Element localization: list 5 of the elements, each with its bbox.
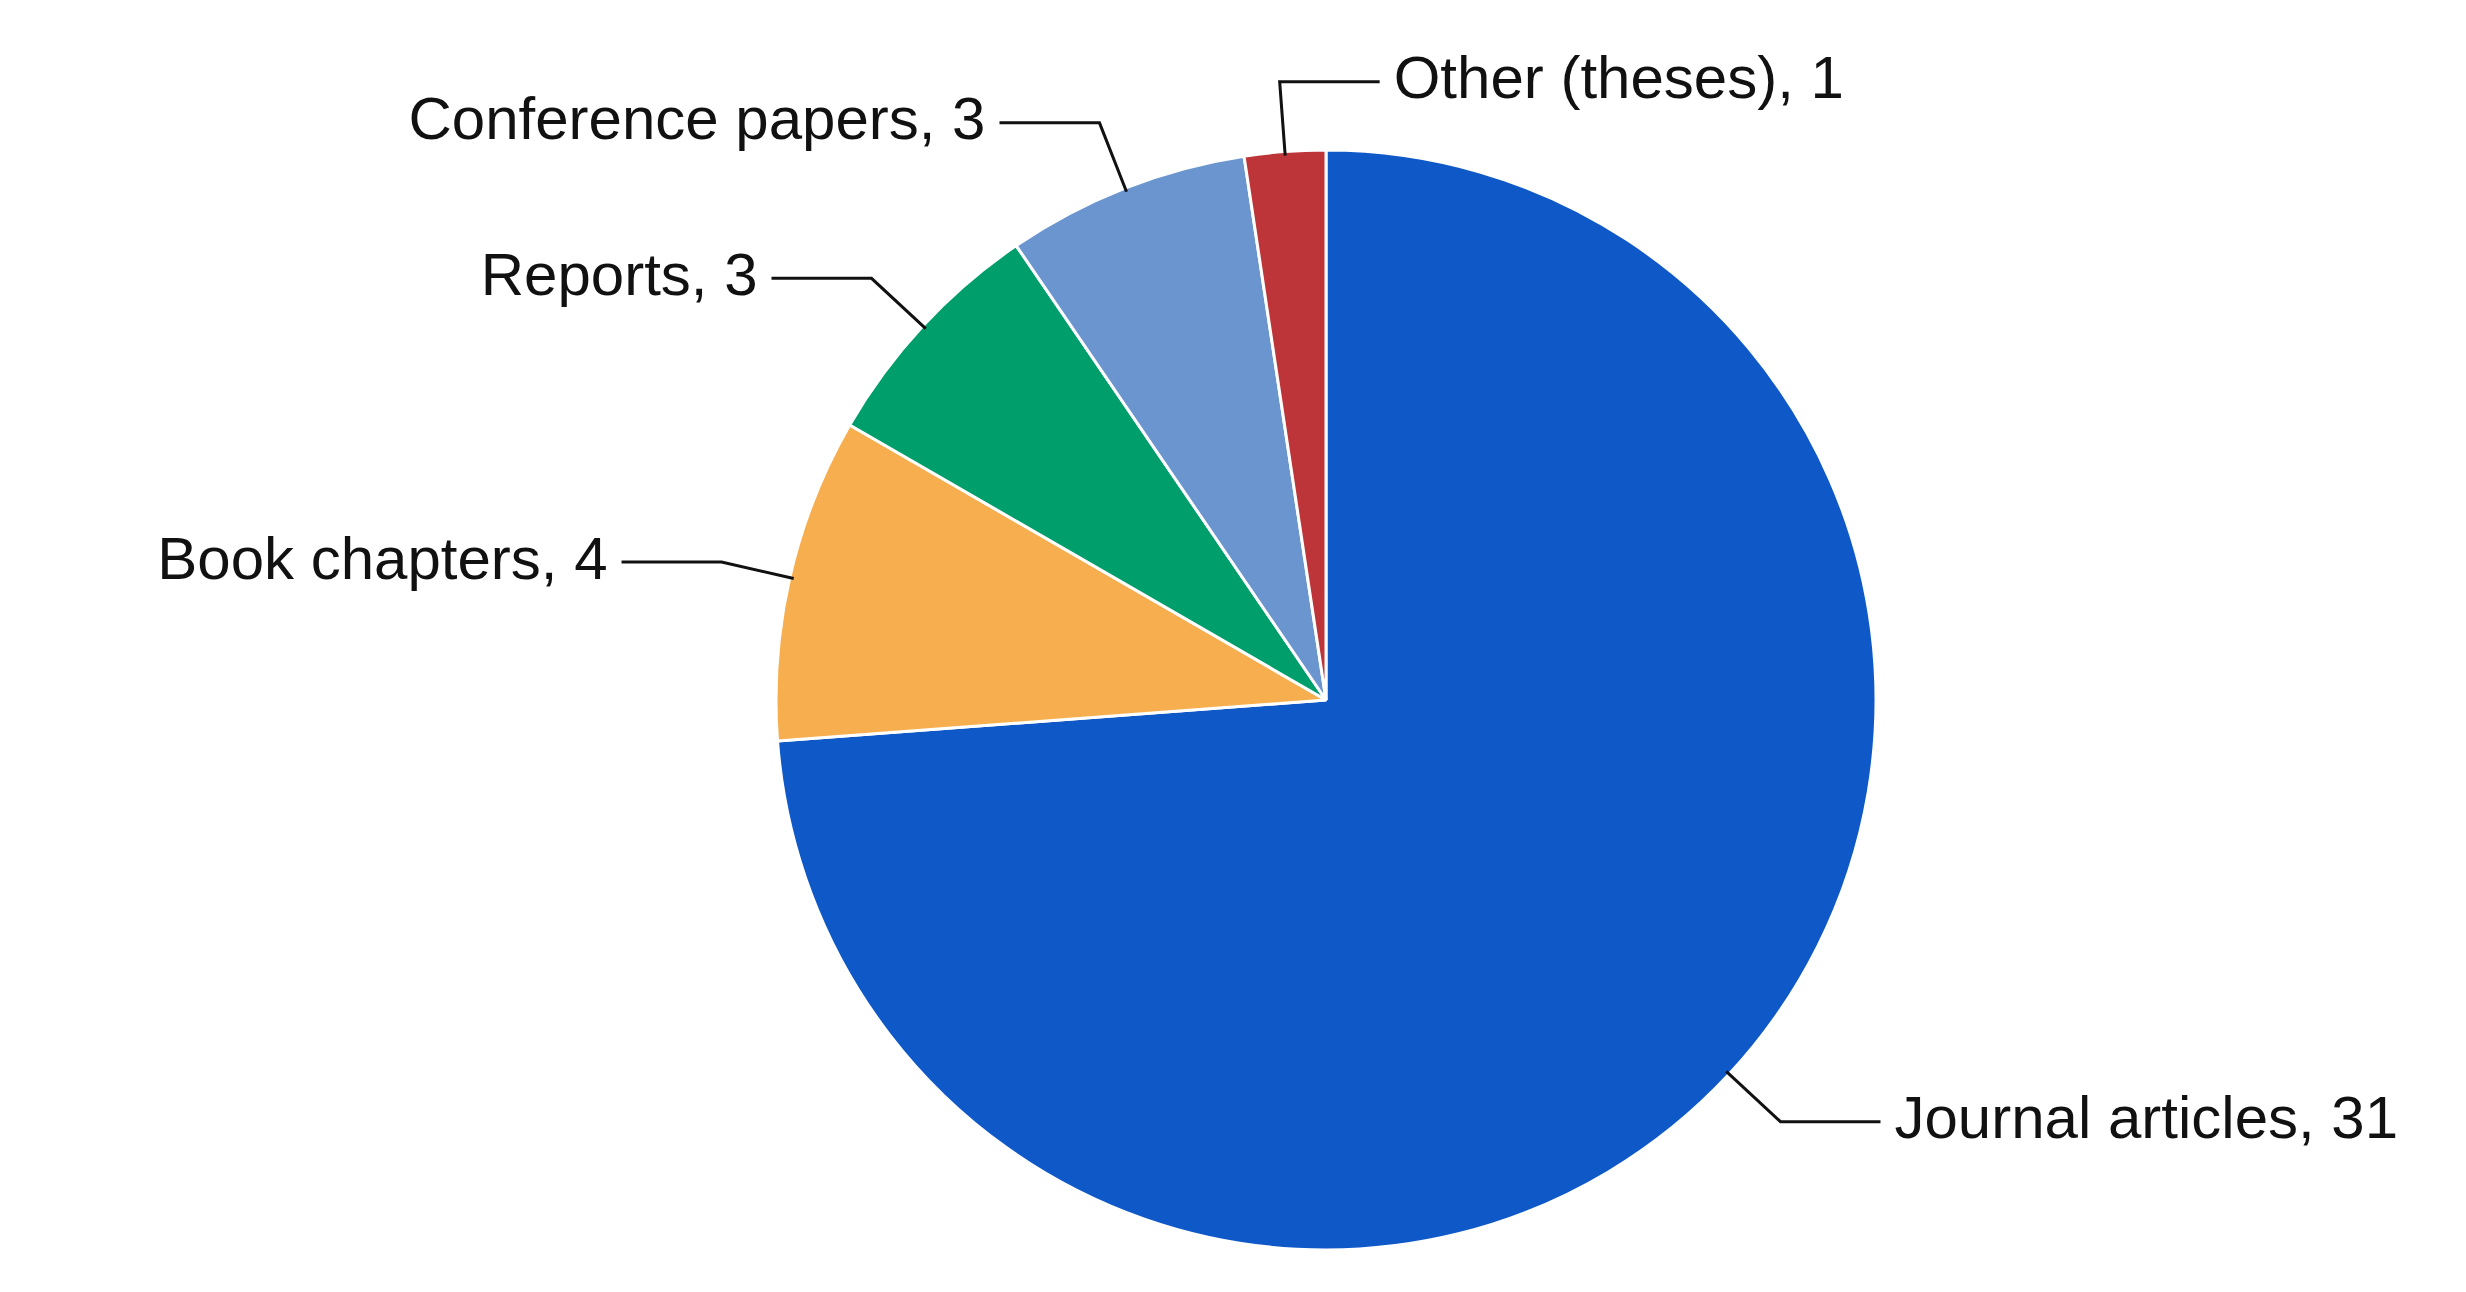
slice-label: Journal articles, 31: [1894, 1084, 2399, 1152]
slice-label: Other (theses), 1: [1393, 44, 1844, 112]
slice-label: Conference papers, 3: [408, 85, 986, 153]
slice-label: Reports, 3: [480, 240, 758, 308]
slice-label: Book chapters, 4: [157, 524, 608, 592]
